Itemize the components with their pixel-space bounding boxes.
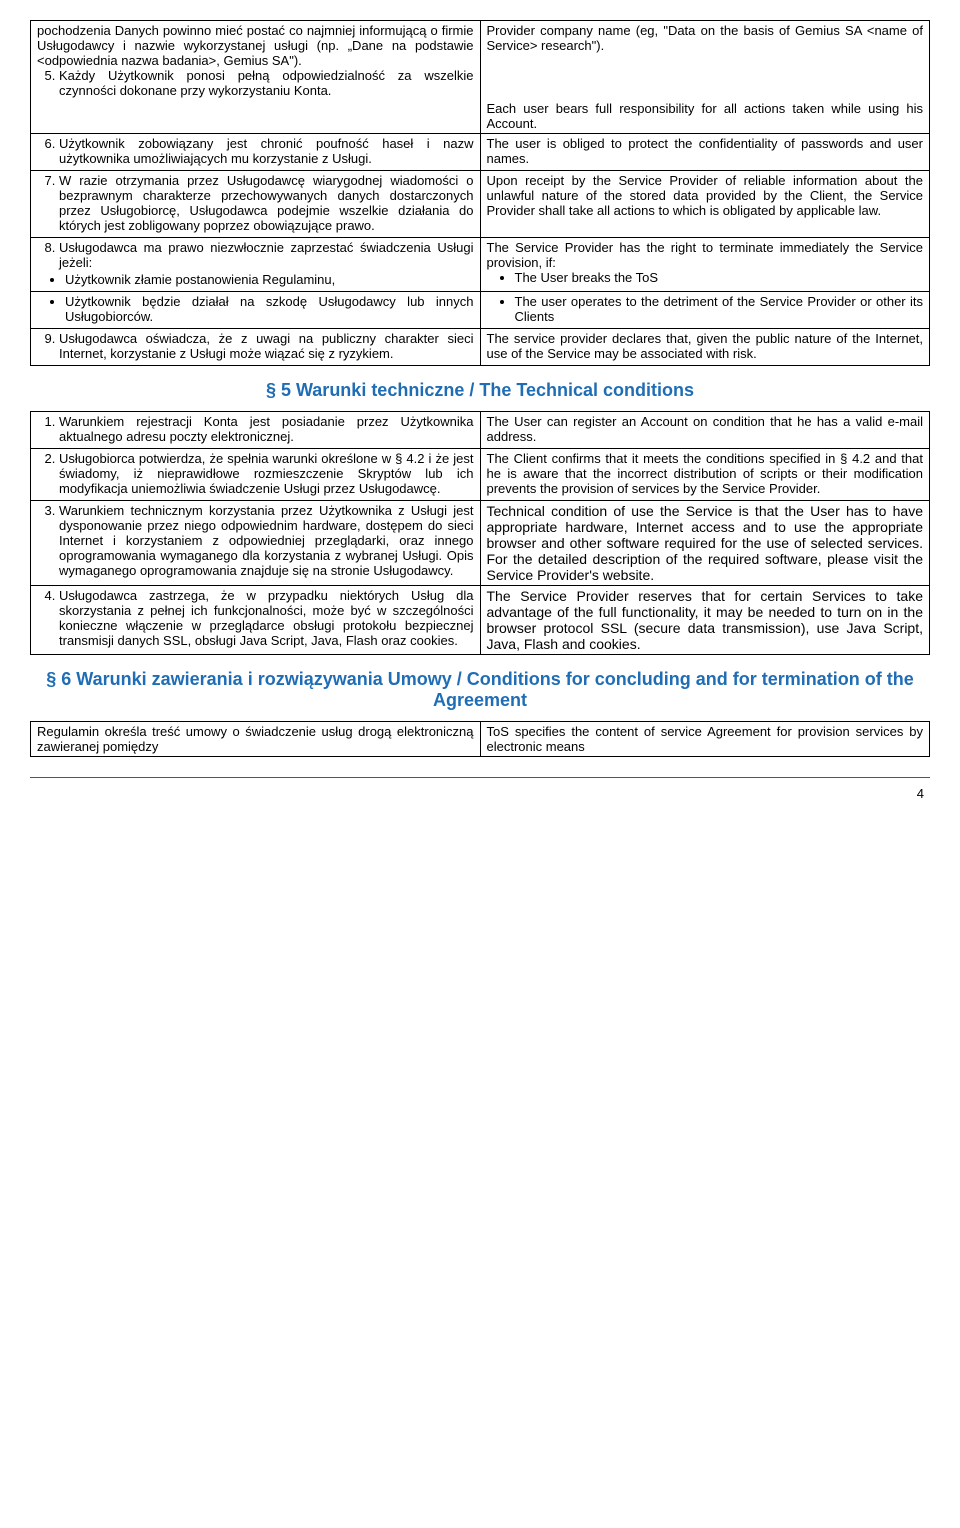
item-pl-5: Każdy Użytkownik ponosi pełną odpowiedzi… xyxy=(59,68,474,98)
para-en-4contd: Provider company name (eg, "Data on the … xyxy=(487,23,924,53)
item-pl-8: Usługodawca ma prawo niezwłocznie zaprze… xyxy=(59,240,474,270)
para-en-9: The service provider declares that, give… xyxy=(480,329,930,366)
para-pl-4contd: pochodzenia Danych powinno mieć postać c… xyxy=(37,23,474,68)
section-6-table: Regulamin określa treść umowy o świadcze… xyxy=(30,721,930,757)
section-4-table: pochodzenia Danych powinno mieć postać c… xyxy=(30,20,930,366)
item-pl-8a: Użytkownik złamie postanowienia Regulami… xyxy=(65,272,474,287)
s5-en-2: The Client confirms that it meets the co… xyxy=(480,449,930,501)
item-pl-6: Użytkownik zobowiązany jest chronić pouf… xyxy=(59,136,474,166)
s5-en-4: The Service Provider reserves that for c… xyxy=(480,586,930,655)
s6-en: ToS specifies the content of service Agr… xyxy=(480,722,930,757)
s5-pl-3: Warunkiem technicznym korzystania przez … xyxy=(59,503,474,578)
s5-en-3: Technical condition of use the Service i… xyxy=(480,501,930,586)
para-en-6: The user is obliged to protect the confi… xyxy=(480,134,930,171)
s5-pl-4: Usługodawca zastrzega, że w przypadku ni… xyxy=(59,588,474,648)
heading-section-6: § 6 Warunki zawierania i rozwiązywania U… xyxy=(30,669,930,711)
heading-section-5: § 5 Warunki techniczne / The Technical c… xyxy=(30,380,930,401)
item-pl-9: Usługodawca oświadcza, że z uwagi na pub… xyxy=(59,331,474,361)
s6-pl: Regulamin określa treść umowy o świadcze… xyxy=(31,722,481,757)
s5-en-1: The User can register an Account on cond… xyxy=(480,412,930,449)
item-pl-7: W razie otrzymania przez Usługodawcę wia… xyxy=(59,173,474,233)
item-pl-8b: Użytkownik będzie działał na szkodę Usłu… xyxy=(65,294,474,324)
section-5-table: Warunkiem rejestracji Konta jest posiada… xyxy=(30,411,930,655)
para-en-7: Upon receipt by the Service Provider of … xyxy=(480,171,930,238)
s5-pl-2: Usługobiorca potwierdza, że spełnia waru… xyxy=(59,451,474,496)
item-en-8b: The user operates to the detriment of th… xyxy=(515,294,924,324)
para-en-5: Each user bears full responsibility for … xyxy=(487,101,924,131)
para-en-8: The Service Provider has the right to te… xyxy=(487,240,924,270)
item-en-8a: The User breaks the ToS xyxy=(515,270,924,285)
s5-pl-1: Warunkiem rejestracji Konta jest posiada… xyxy=(59,414,474,444)
page-number: 4 xyxy=(30,777,930,801)
